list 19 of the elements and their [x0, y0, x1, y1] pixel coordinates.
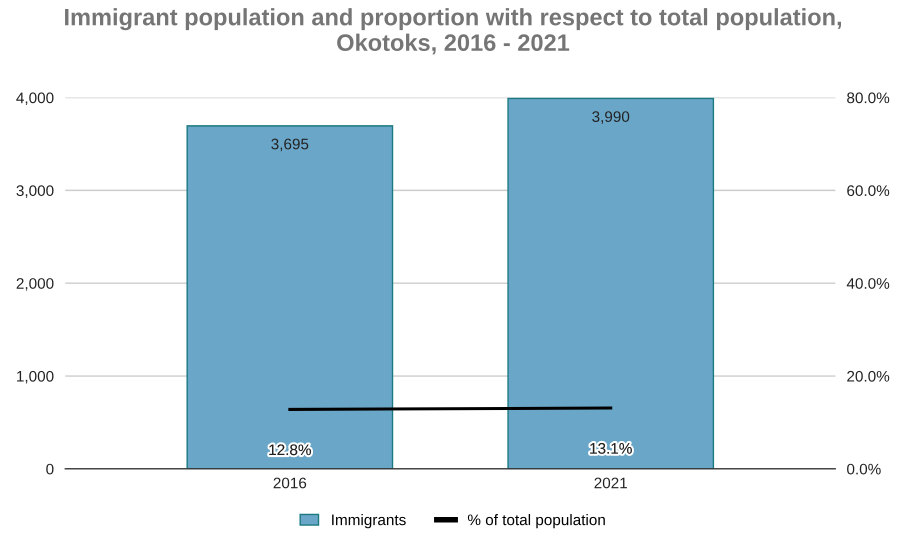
y-tick-label: 1,000: [17, 370, 54, 384]
y2-tick-label: 80.0%: [847, 92, 890, 104]
y2-tick-label: 60.0%: [847, 185, 890, 196]
data-label: 3,990: [592, 111, 630, 124]
legend-label: Immigrants: [332, 514, 406, 528]
x-tick-label: 2016: [274, 478, 306, 488]
y2-tick-label: 20.0%: [847, 370, 890, 382]
data-label: 12.8%: [269, 444, 311, 456]
y-tick-label: 4,000: [16, 92, 54, 106]
legend-label: % of total population: [468, 514, 605, 528]
y-tick-label: 3,000: [16, 185, 54, 198]
x-tick-label: 2021: [594, 478, 627, 488]
y-tick-label: 2,000: [16, 278, 54, 291]
data-label: 3,695: [271, 138, 308, 152]
y-tick-label: 0: [46, 464, 54, 475]
y2-tick-label: 0.0%: [847, 464, 881, 475]
data-label: 13.1%: [590, 442, 632, 454]
chart-title: Immigrant population and proportion with respect to total population, Okotoks, 2016 - 2021: [65, 8, 842, 54]
y2-tick-label: 40.0%: [846, 278, 890, 289]
